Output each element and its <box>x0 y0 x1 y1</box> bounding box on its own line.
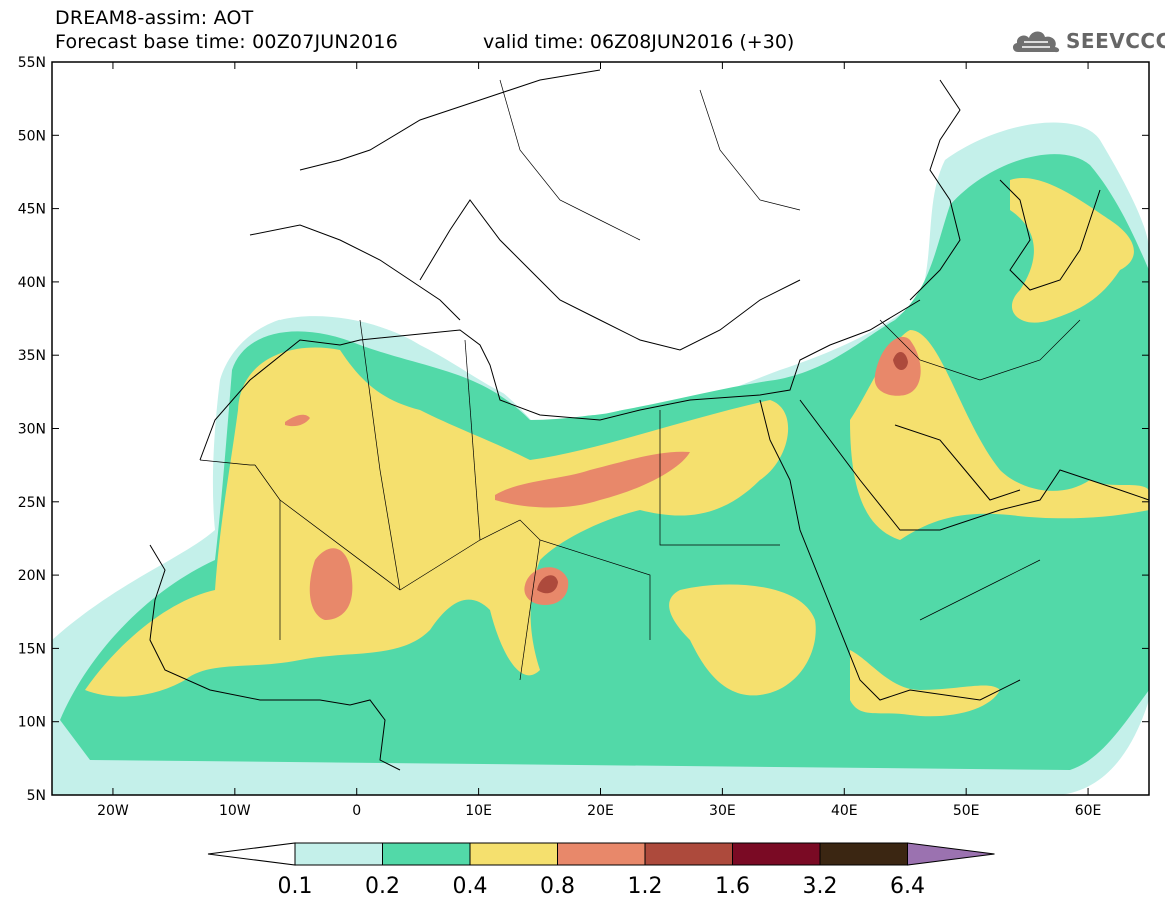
europe-low-aot <box>240 62 1000 416</box>
colorbar-segment <box>382 842 471 866</box>
colorbar-over-arrow <box>907 842 995 866</box>
aot-contour-0.4-yemen <box>850 650 1000 717</box>
logo-text: SEEVCCC <box>1066 29 1165 53</box>
forecast-base-time: Forecast base time: 00Z07JUN2016 <box>55 31 398 53</box>
cloud-icon <box>1012 31 1060 53</box>
lat-tick-label: 25N <box>18 495 46 511</box>
colorbar-segment <box>819 842 908 866</box>
lat-tick-label: 15N <box>18 641 46 657</box>
lat-tick-label: 55N <box>18 55 46 71</box>
country-borders <box>199 79 1081 681</box>
longitude-axis: 20W 10W 0 10E 20E 30E 40E 50E 60E <box>97 62 1101 819</box>
aot-contour-0.4-africa <box>85 347 789 697</box>
colorbar-label: 0.4 <box>453 874 488 899</box>
lon-tick-label: 30E <box>709 803 736 819</box>
aot-contour-0.4-arabia <box>850 330 1149 540</box>
lat-tick-label: 50N <box>18 128 46 144</box>
aot-contour-0.8-mali <box>309 548 353 620</box>
colorbar-segment <box>294 842 383 866</box>
lat-tick-label: 20N <box>18 568 46 584</box>
aot-contour-1.2-iraq <box>893 351 908 370</box>
lon-tick-label: 50E <box>953 803 980 819</box>
lon-tick-label: 60E <box>1075 803 1102 819</box>
lon-tick-label: 10E <box>465 803 492 819</box>
aot-contour-1.2-chad <box>537 575 558 594</box>
aot-contour-0.4-sudan <box>669 584 816 696</box>
colorbar-under-arrow <box>207 842 296 866</box>
lat-tick-label: 40N <box>18 275 46 291</box>
seevccc-logo: SEEVCCC <box>1010 25 1165 57</box>
aot-contour-0.8-libya <box>495 451 690 508</box>
colorbar-segment <box>732 842 821 866</box>
coastlines <box>149 69 1149 771</box>
lon-tick-label: 10W <box>219 803 251 819</box>
lat-tick-label: 30N <box>18 422 46 438</box>
aot-contour-0.8-morocco <box>285 414 310 427</box>
colorbar: 0.1 0.2 0.4 0.8 1.2 1.6 3.2 6.4 <box>207 842 995 899</box>
colorbar-segment <box>469 842 558 866</box>
colorbar-label: 3.2 <box>803 874 838 899</box>
lon-tick-label: 20W <box>97 803 129 819</box>
lat-tick-label: 35N <box>18 348 46 364</box>
lon-tick-label: 0 <box>352 803 361 819</box>
lon-tick-label: 40E <box>831 803 858 819</box>
colorbar-label: 1.6 <box>715 874 750 899</box>
latitude-axis: 55N 50N 45N 40N 35N 30N 25N 20N 15N 10N 5N <box>18 55 1149 804</box>
colorbar-label: 0.8 <box>540 874 575 899</box>
colorbar-segment <box>644 842 733 866</box>
colorbar-label: 0.1 <box>278 874 313 899</box>
map-title: DREAM8-assim: AOT <box>55 7 254 29</box>
colorbar-label: 6.4 <box>890 874 925 899</box>
colorbar-label: 0.2 <box>365 874 400 899</box>
aot-field <box>52 62 1149 795</box>
colorbar-label: 1.2 <box>628 874 663 899</box>
lat-tick-label: 5N <box>27 788 46 804</box>
colorbar-segment <box>557 842 646 866</box>
valid-time: valid time: 06Z08JUN2016 (+30) <box>483 31 795 53</box>
lat-tick-label: 10N <box>18 715 46 731</box>
lon-tick-label: 20E <box>587 803 614 819</box>
lat-tick-label: 45N <box>18 202 46 218</box>
